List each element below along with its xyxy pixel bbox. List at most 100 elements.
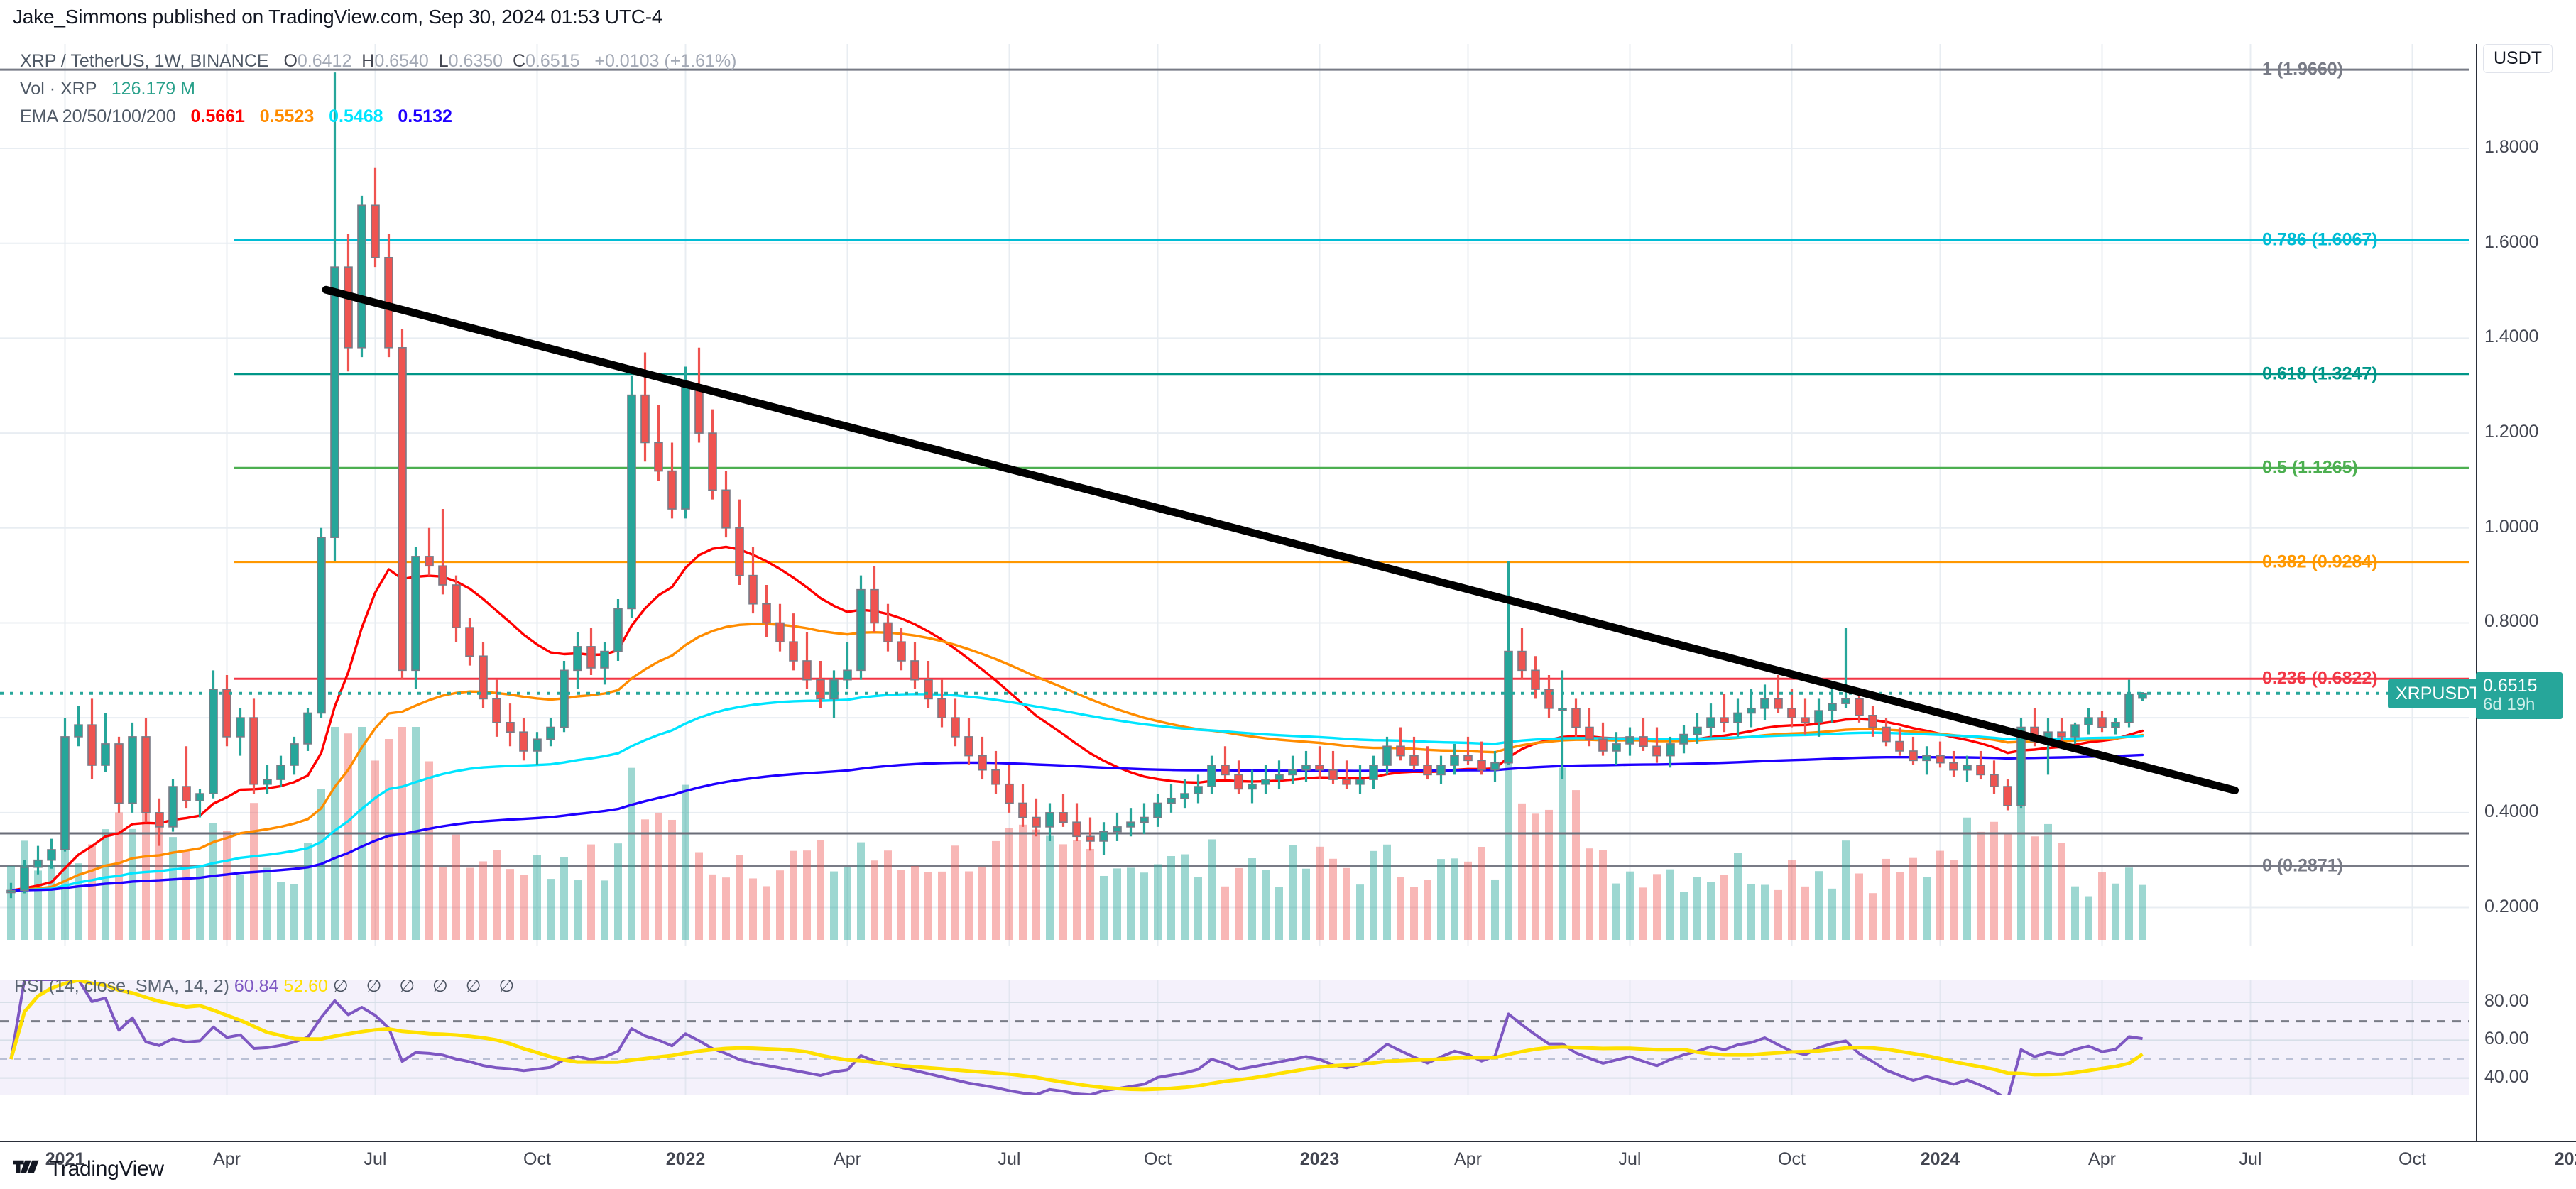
time-label-apr: Apr (213, 1149, 241, 1169)
bar-countdown: 6d 19h (2483, 694, 2536, 714)
candle (1652, 745, 1661, 757)
candle (1301, 765, 1311, 771)
candle (735, 527, 744, 576)
candle (1976, 765, 1985, 776)
candle (1814, 710, 1823, 723)
candle (1666, 743, 1675, 757)
candle (721, 489, 731, 529)
time-label-jul: Jul (998, 1149, 1021, 1169)
rsi-pane[interactable]: RSI (14, close, SMA, 14, 2) 60.84 52.60 … (0, 980, 2469, 1095)
candle (1099, 831, 1108, 842)
candle (1315, 765, 1324, 771)
candle (290, 743, 299, 766)
candle (141, 736, 151, 813)
price-tick-1-8000: 1.8000 (2484, 137, 2539, 158)
price-candlestick-svg (0, 44, 2469, 946)
candle (654, 442, 663, 472)
candle (1018, 802, 1027, 818)
candle (1801, 717, 1810, 723)
candle (6, 889, 16, 894)
candle (1045, 812, 1054, 828)
time-label-2022: 2022 (665, 1149, 706, 1169)
candle (978, 755, 987, 771)
ema200-line (9, 753, 2144, 892)
candle (708, 432, 717, 491)
candle (1409, 755, 1419, 766)
candle (870, 588, 879, 624)
candle (1005, 783, 1014, 804)
price-pane[interactable] (0, 44, 2469, 946)
candle (991, 769, 1000, 785)
candle (1275, 774, 1284, 780)
candle (1531, 669, 1540, 690)
candle (586, 646, 596, 669)
candle (20, 866, 29, 892)
candle (209, 689, 218, 794)
candle (1855, 698, 1864, 716)
price-axis[interactable]: USDT 1.8000 1.6000 1.4000 1.2000 1.0000 0.800… (2476, 44, 2576, 1141)
candle (667, 470, 677, 510)
candle (1342, 779, 1351, 785)
fib-label-0-236: 0.236 (0.6822) (2262, 668, 2378, 689)
fib-label-0-786: 0.786 (1.6067) (2262, 229, 2378, 250)
candle (1706, 717, 1715, 728)
rsi-sma-line (9, 980, 2144, 1092)
candle (1086, 835, 1095, 842)
candle (829, 679, 839, 700)
candle (964, 736, 973, 757)
candle (1571, 707, 1581, 728)
candle (748, 574, 758, 605)
candle (236, 717, 245, 738)
candle (1167, 797, 1176, 804)
candle (492, 698, 501, 723)
candle (1180, 793, 1189, 799)
candle (1949, 762, 1958, 771)
candle (1895, 740, 1904, 752)
candle (937, 698, 946, 718)
time-label-oct: Oct (523, 1149, 551, 1169)
candle (1774, 698, 1783, 709)
candle (276, 765, 285, 780)
candle (1760, 698, 1769, 709)
candle (344, 266, 353, 349)
candle (951, 717, 960, 738)
candle (1396, 745, 1405, 757)
candle (1598, 738, 1608, 752)
candle (1248, 783, 1257, 790)
fib-label-1: 1 (1.9660) (2262, 59, 2343, 80)
currency-badge[interactable]: USDT (2483, 44, 2553, 73)
candle (1288, 769, 1297, 776)
candle (573, 646, 582, 672)
candle (2003, 786, 2012, 806)
candle (330, 266, 339, 538)
candle (2138, 692, 2147, 699)
rsi-line (9, 980, 2143, 1095)
tradingview-logo: TradingView (13, 1157, 164, 1181)
price-tick-1-2000: 1.2000 (2484, 422, 2539, 442)
candle (1382, 745, 1392, 766)
fib-label-0: 0 (0.2871) (2262, 855, 2343, 876)
candle (465, 627, 474, 657)
candle (2084, 717, 2093, 725)
candle (1423, 765, 1432, 776)
candle (182, 786, 191, 801)
chart-plot[interactable]: RSI (14, close, SMA, 14, 2) 60.84 52.60 … (0, 44, 2469, 1095)
candle (168, 786, 178, 828)
candle (816, 679, 825, 700)
ema100-line (9, 693, 2144, 892)
chart-area[interactable]: RSI (14, close, SMA, 14, 2) 60.84 52.60 … (0, 44, 2576, 1141)
candle (1909, 750, 1918, 762)
candle (533, 738, 542, 752)
candle (640, 394, 650, 444)
candle (1963, 765, 1972, 771)
candle (249, 717, 258, 785)
last-price-tag[interactable]: 0.6515 6d 19h (2476, 672, 2563, 719)
symbol-price-tag[interactable]: XRPUSDT (2388, 679, 2489, 708)
candle (910, 660, 919, 681)
time-label-2025: 2025 (2554, 1149, 2576, 1169)
candle (600, 650, 609, 669)
time-axis[interactable]: 2021 Apr Jul Oct 2022 Apr Jul Oct 2023 Apr Jul Oct 2… (0, 1141, 2576, 1173)
candle (357, 204, 366, 349)
price-tick-0-8000: 0.8000 (2484, 611, 2539, 632)
candle (789, 641, 798, 662)
